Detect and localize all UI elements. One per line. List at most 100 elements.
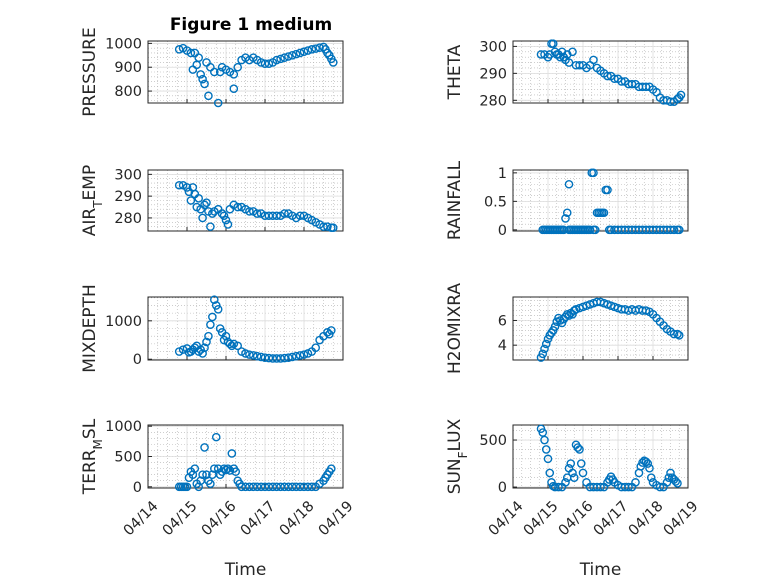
data-point xyxy=(241,349,250,358)
data-point xyxy=(674,225,684,235)
data-point xyxy=(589,168,598,178)
data-point xyxy=(209,464,219,473)
data-point xyxy=(280,209,289,218)
data-point xyxy=(676,90,686,100)
data-point xyxy=(307,482,317,492)
data-point xyxy=(617,77,626,86)
data-point xyxy=(315,43,324,52)
subplot-1: 800 900 1000 PRESSURE xyxy=(80,27,344,117)
data-point xyxy=(190,464,200,473)
data-point xyxy=(211,432,221,442)
data-point xyxy=(223,464,233,473)
series-markers xyxy=(174,295,336,363)
data-point xyxy=(206,222,215,231)
data-point xyxy=(182,183,192,192)
y-tick-label: 800 xyxy=(114,84,142,100)
y-axis-label: PRESSURE xyxy=(80,27,100,116)
y-tick-label: 300 xyxy=(479,39,507,55)
data-point xyxy=(576,459,586,468)
data-point xyxy=(200,443,209,452)
series-markers xyxy=(174,180,338,233)
y-axis-label: AIRTEMP xyxy=(80,165,105,236)
data-point xyxy=(631,478,640,487)
data-point xyxy=(578,468,588,478)
data-point xyxy=(280,353,289,363)
y-axis-label: MIXDEPTH xyxy=(80,284,100,373)
data-point xyxy=(198,213,207,223)
data-point xyxy=(256,352,266,362)
data-point xyxy=(213,304,223,314)
y-axis-label: H2OMIXRA xyxy=(445,283,465,374)
data-point xyxy=(256,58,266,67)
data-point xyxy=(227,449,237,458)
axes-box xyxy=(147,296,344,361)
axes-box xyxy=(512,296,689,361)
data-point xyxy=(311,44,321,53)
data-point xyxy=(564,58,574,67)
data-point xyxy=(182,482,192,492)
data-point xyxy=(323,48,332,58)
y-tick-label: 1000 xyxy=(105,36,142,52)
data-point xyxy=(568,468,577,478)
data-point xyxy=(641,82,651,92)
data-point xyxy=(662,478,672,487)
data-point xyxy=(221,215,231,225)
data-point xyxy=(585,225,595,235)
data-point xyxy=(295,48,305,58)
y-axis-label: TERRMSL xyxy=(80,418,105,495)
data-point xyxy=(196,70,205,79)
data-point xyxy=(245,350,254,359)
data-point xyxy=(666,97,675,106)
data-point xyxy=(295,211,305,221)
data-point xyxy=(669,225,679,235)
data-point xyxy=(645,463,654,473)
data-point xyxy=(287,51,297,60)
data-point xyxy=(573,443,583,452)
data-point xyxy=(589,55,598,65)
data-point xyxy=(550,322,560,331)
data-point xyxy=(540,344,549,354)
data-point xyxy=(540,435,549,445)
axes-box xyxy=(147,169,344,232)
data-point xyxy=(233,341,242,351)
data-point xyxy=(202,198,211,207)
data-point xyxy=(299,350,309,359)
data-point xyxy=(561,478,570,487)
subplot-5: 0 1000 MIXDEPTH xyxy=(80,284,344,373)
data-point xyxy=(200,343,209,353)
x-tick-label: 04/16 xyxy=(556,498,597,539)
data-point xyxy=(198,74,207,84)
data-point xyxy=(291,49,301,59)
subplot-2: 280 290 300 THETA xyxy=(445,39,689,109)
y-tick-label: 1 xyxy=(498,166,507,182)
data-point xyxy=(575,445,584,454)
data-point xyxy=(569,473,579,482)
data-point xyxy=(252,351,262,361)
data-point xyxy=(202,337,211,347)
data-point xyxy=(194,194,203,203)
data-point xyxy=(655,482,665,492)
data-point xyxy=(299,47,309,57)
data-point xyxy=(272,55,282,65)
y-tick-label: 0 xyxy=(133,352,142,368)
y-tick-label: 900 xyxy=(114,60,142,76)
data-point xyxy=(543,454,553,464)
subplot-4: 0 0.5 1 RAINFALL xyxy=(445,160,689,240)
x-tick-label: 04/14 xyxy=(486,498,527,539)
data-point xyxy=(200,79,209,89)
axes-box xyxy=(512,169,689,232)
data-point xyxy=(284,52,293,61)
series-markers xyxy=(174,432,336,492)
data-point xyxy=(624,482,633,492)
data-point xyxy=(541,445,551,454)
data-point xyxy=(641,457,651,466)
data-point xyxy=(280,53,289,62)
data-point xyxy=(575,60,584,70)
data-point xyxy=(174,45,184,54)
data-point xyxy=(564,179,574,189)
data-point xyxy=(323,222,332,231)
data-point xyxy=(233,202,242,212)
data-point xyxy=(590,225,600,235)
